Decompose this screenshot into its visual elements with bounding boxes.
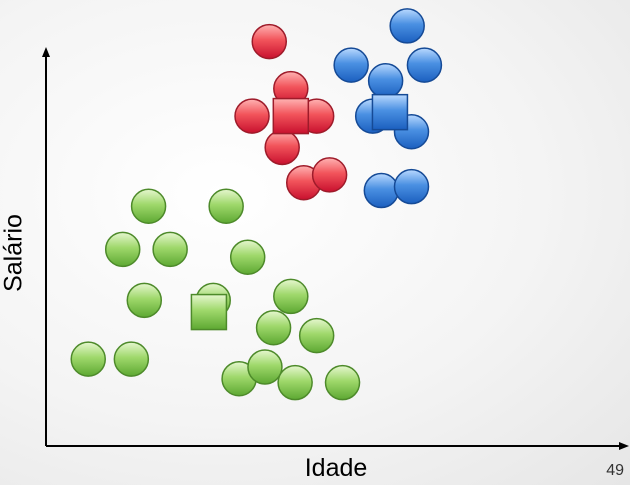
- data-point-s2-p1: [208, 188, 244, 224]
- x-axis-label: Idade: [304, 454, 368, 482]
- data-point-s2-p11: [113, 341, 150, 377]
- data-point-s1-p0: [389, 8, 425, 44]
- page-number: 49: [606, 462, 624, 479]
- data-point-s2-p14: [277, 364, 313, 401]
- data-point-s2-p10: [70, 341, 106, 377]
- data-point-s1-p6: [363, 172, 400, 209]
- data-point-s2-p13: [247, 349, 283, 385]
- centroid-marker-s2: [190, 293, 228, 331]
- data-point-s1-p2: [367, 63, 404, 99]
- data-point-s2-p3: [152, 231, 188, 268]
- data-point-s0-p5: [264, 129, 300, 166]
- data-point-s0-p7: [311, 157, 348, 193]
- centroid-marker-s1: [371, 93, 409, 131]
- data-point-s2-p0: [130, 188, 167, 224]
- data-point-s1-p3: [406, 47, 443, 83]
- data-point-s1-p1: [333, 47, 369, 83]
- data-point-s0-p0: [251, 23, 288, 60]
- data-point-s2-p7: [273, 278, 309, 315]
- data-point-s2-p9: [298, 317, 335, 354]
- centroid-marker-s0: [272, 97, 310, 135]
- data-point-s2-p4: [229, 239, 266, 275]
- chart-marks: [70, 8, 443, 401]
- data-point-s2-p8: [255, 310, 292, 346]
- y-axis-label: Salário: [0, 214, 28, 292]
- data-point-s2-p5: [126, 282, 163, 319]
- data-point-s1-p7: [393, 168, 430, 205]
- data-point-s0-p2: [234, 98, 270, 134]
- data-point-s2-p15: [324, 364, 361, 401]
- data-point-s2-p2: [104, 231, 141, 268]
